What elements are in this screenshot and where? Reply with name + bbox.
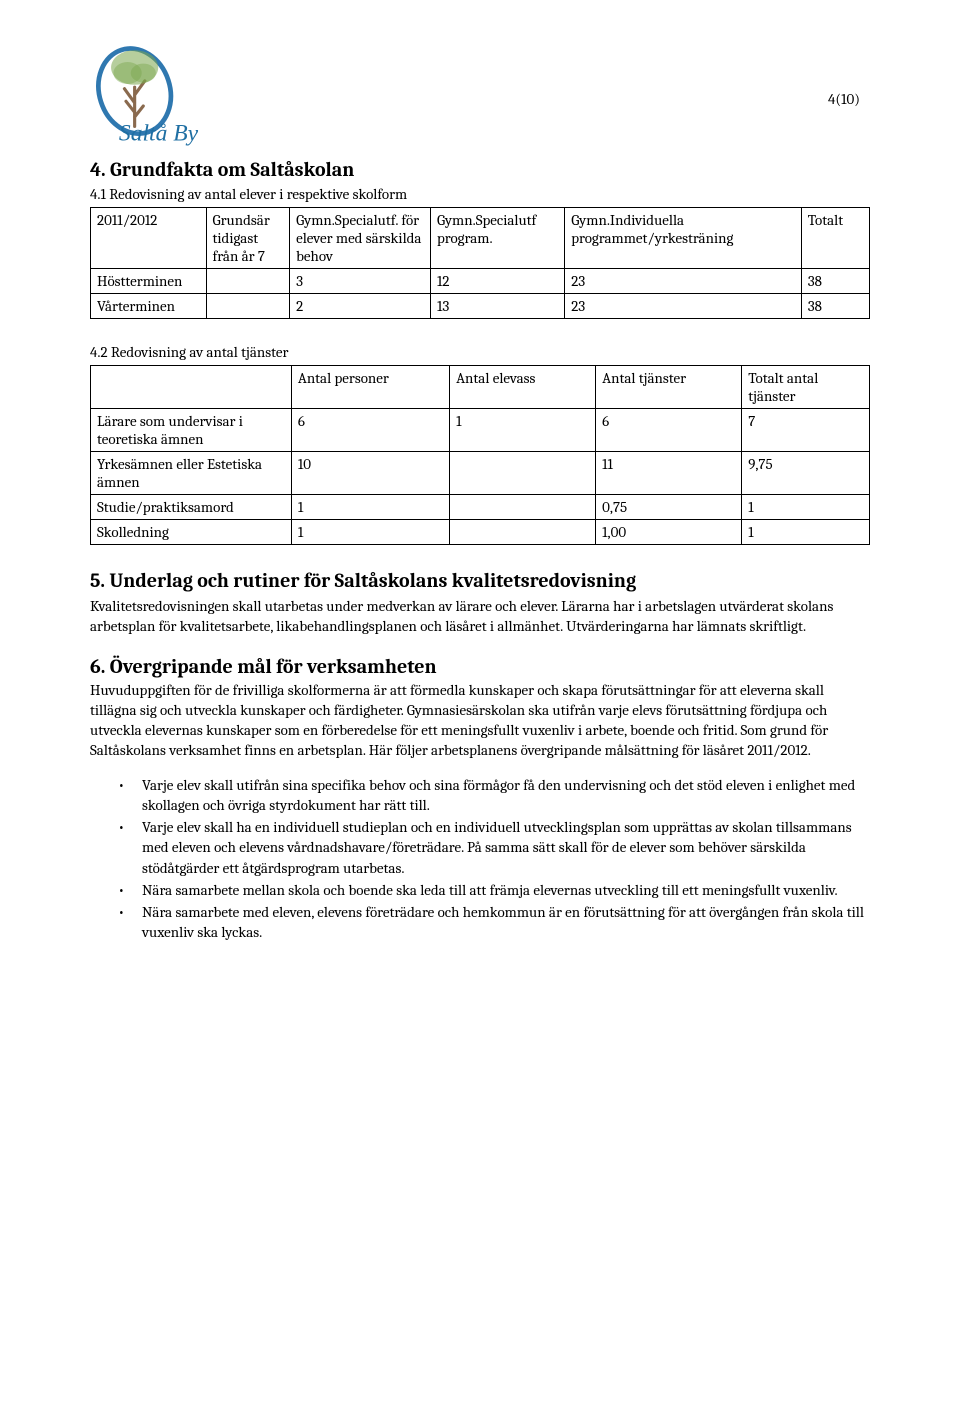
- cell: Höstterminen: [91, 269, 207, 294]
- table-4-1: 2011/2012 Grundsär tidigast från år 7 Gy…: [90, 207, 870, 319]
- cell: 10: [291, 452, 449, 495]
- cell: Antal tjänster: [596, 366, 742, 409]
- table-row: Höstterminen 3 12 23 38: [91, 269, 870, 294]
- cell: 0,75: [596, 495, 742, 520]
- cell: Grundsär tidigast från år 7: [206, 208, 290, 269]
- cell: 38: [801, 294, 869, 319]
- page: Saltå By 4(10) 4. Grundfakta om Saltåsko…: [0, 0, 960, 1427]
- cell: 1,00: [596, 520, 742, 545]
- section-5-body: Kvalitetsredovisningen skall utarbetas u…: [90, 596, 870, 637]
- list-item: Varje elev skall ha en individuell studi…: [90, 817, 870, 878]
- cell: Vårterminen: [91, 294, 207, 319]
- cell: [450, 452, 596, 495]
- cell: Yrkesämnen eller Estetiska ämnen: [91, 452, 292, 495]
- table-row: 2011/2012 Grundsär tidigast från år 7 Gy…: [91, 208, 870, 269]
- table-row: Vårterminen 2 13 23 38: [91, 294, 870, 319]
- svg-text:Saltå By: Saltå By: [119, 121, 199, 147]
- cell: [206, 269, 290, 294]
- cell: Gymn.Specialutf program.: [430, 208, 564, 269]
- table-4-2: Antal personer Antal elevass Antal tjäns…: [90, 365, 870, 545]
- cell: Totalt antal tjänster: [742, 366, 870, 409]
- cell: 23: [565, 269, 802, 294]
- table-row: Skolledning 1 1,00 1: [91, 520, 870, 545]
- cell: Lärare som undervisar i teoretiska ämnen: [91, 409, 292, 452]
- cell: 2011/2012: [91, 208, 207, 269]
- cell: [206, 294, 290, 319]
- cell: 23: [565, 294, 802, 319]
- cell: Skolledning: [91, 520, 292, 545]
- sub-4-1: 4.1 Redovisning av antal elever i respek…: [90, 185, 870, 203]
- cell: 9,75: [742, 452, 870, 495]
- cell: 6: [291, 409, 449, 452]
- cell: 2: [290, 294, 431, 319]
- cell: 1: [742, 495, 870, 520]
- section-5-heading: 5. Underlag och rutiner för Saltåskolans…: [90, 569, 870, 592]
- table-row: Studie/praktiksamord 1 0,75 1: [91, 495, 870, 520]
- cell: 1: [291, 520, 449, 545]
- table-row: Antal personer Antal elevass Antal tjäns…: [91, 366, 870, 409]
- cell: 1: [291, 495, 449, 520]
- cell: Gymn.Individuella programmet/yrkestränin…: [565, 208, 802, 269]
- list-item: Nära samarbete med eleven, elevens föret…: [90, 902, 870, 943]
- cell: [450, 520, 596, 545]
- cell: [450, 495, 596, 520]
- sub-4-2: 4.2 Redovisning av antal tjänster: [90, 343, 870, 361]
- cell: 6: [596, 409, 742, 452]
- cell: 11: [596, 452, 742, 495]
- section-6-body: Huvuduppgiften för de frivilliga skolfor…: [90, 680, 870, 761]
- cell: 1: [742, 520, 870, 545]
- cell: 38: [801, 269, 869, 294]
- cell: [91, 366, 292, 409]
- cell: 1: [450, 409, 596, 452]
- cell: 13: [430, 294, 564, 319]
- salta-by-logo: Saltå By: [90, 40, 250, 150]
- section-4-heading: 4. Grundfakta om Saltåskolan: [90, 158, 870, 181]
- page-number: 4(10): [828, 40, 870, 108]
- cell: Antal personer: [291, 366, 449, 409]
- cell: Antal elevass: [450, 366, 596, 409]
- page-header: Saltå By 4(10): [90, 40, 870, 150]
- cell: 3: [290, 269, 431, 294]
- section-6-bullets: Varje elev skall utifrån sina specifika …: [90, 775, 870, 943]
- table-row: Lärare som undervisar i teoretiska ämnen…: [91, 409, 870, 452]
- cell: Totalt: [801, 208, 869, 269]
- list-item: Nära samarbete mellan skola och boende s…: [90, 880, 870, 900]
- cell: 7: [742, 409, 870, 452]
- section-6-heading: 6. Övergripande mål för verksamheten: [90, 655, 870, 678]
- list-item: Varje elev skall utifrån sina specifika …: [90, 775, 870, 816]
- table-row: Yrkesämnen eller Estetiska ämnen 10 11 9…: [91, 452, 870, 495]
- cell: Studie/praktiksamord: [91, 495, 292, 520]
- cell: 12: [430, 269, 564, 294]
- cell: Gymn.Specialutf. för elever med särskild…: [290, 208, 431, 269]
